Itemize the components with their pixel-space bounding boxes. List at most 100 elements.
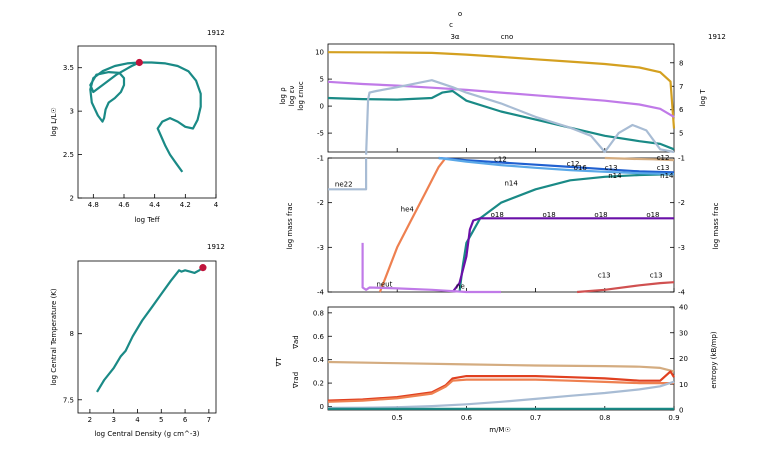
gradients-frame: [327, 306, 675, 411]
hr-ylabel: log L/L☉: [50, 107, 58, 136]
hr-current-point: [135, 58, 143, 67]
gr-xtick-label: 0.9: [668, 414, 679, 422]
ab-line-o16: [438, 156, 675, 174]
st-y2tick-label: 7: [679, 83, 683, 91]
ab-y2tick-label: -1: [678, 155, 685, 163]
gr-xtick-label: 0.8: [599, 414, 610, 422]
structure-ylabel-enu: log εν: [288, 86, 296, 107]
abundance-label-n14: n14: [504, 180, 518, 188]
structure-ylabel-enuc: log εnuc: [297, 81, 305, 111]
ab-y2tick-label: -2: [678, 199, 685, 207]
rt-xtick-label: 7: [207, 416, 211, 424]
abundance-label-o18: o18: [594, 211, 607, 219]
abundance-label-neut: neut: [376, 281, 392, 289]
ab-y2tick-label: -3: [678, 244, 685, 252]
gr-xtick-label: 0.6: [461, 414, 473, 422]
top-letter-o: o: [458, 10, 462, 18]
structure-y2label: log T: [699, 89, 707, 107]
abundance-label-c12: c12: [494, 156, 507, 164]
rt-ytick-label: 8: [70, 330, 74, 338]
ab-line-n14: [458, 173, 675, 293]
hr-xtick-label: 4.8: [88, 201, 99, 209]
abundance-label-c13: c13: [605, 164, 618, 172]
abundance-ylabel: log mass frac: [286, 202, 294, 249]
burn-label-cno: cno: [501, 33, 514, 41]
abundance-label-c13: c13: [657, 164, 670, 172]
abundance-label-c12: c12: [567, 160, 580, 168]
rt-xtick-label: 5: [159, 416, 163, 424]
hr-ytick-label: 2: [70, 195, 74, 203]
rt-xtick-label: 2: [88, 416, 92, 424]
gr-y2tick-label: 20: [679, 355, 688, 363]
hr-xtick-label: 4: [214, 201, 219, 209]
gr-ytick-label: 0.2: [313, 380, 324, 388]
gradients-y2label: entropy (kB/mp): [710, 331, 718, 389]
ab-line-c12: [438, 156, 675, 176]
rho-t-ylabel: log Central Temperature (K): [50, 288, 58, 385]
rt-current-point: [199, 264, 207, 272]
st-line-logRho: [327, 80, 675, 118]
ab-line-mg: [604, 156, 675, 162]
rt-ytick-label: 7.5: [63, 396, 74, 404]
gr-line-grad_T: [327, 378, 674, 403]
hr-xlabel: log Teff: [134, 216, 159, 224]
abundance-label-he4: he4: [401, 206, 415, 214]
gradients-ylabel-gradrad: ∇rad: [292, 372, 300, 389]
abundance-label-ne: ne: [456, 282, 465, 290]
gradients-xlabel: m/M☉: [489, 426, 511, 434]
model-number-rhoT: 1912: [207, 243, 225, 251]
structure-frame: [327, 43, 675, 153]
st-ytick-label: 5: [320, 76, 324, 84]
gr-y2tick-label: 40: [679, 304, 688, 312]
st-y2tick-label: 6: [679, 106, 684, 114]
hr-track-line: [89, 61, 202, 173]
abundance-label-c12: c12: [657, 154, 670, 162]
ab-line-neut: [361, 242, 501, 294]
ab-line-c13: [577, 281, 675, 294]
ab-line-o18: [451, 217, 674, 293]
hr-ytick-label: 3.5: [63, 64, 74, 72]
gradients-ylabel-gradad: ∇ad: [292, 335, 300, 349]
ab-ytick-label: -2: [317, 199, 324, 207]
st-ytick-label: 10: [315, 49, 324, 57]
ab-y2tick-label: -4: [678, 289, 686, 297]
rt-xtick-label: 3: [111, 416, 115, 424]
abundance-label-ne22: ne22: [335, 181, 353, 189]
hr-xtick-label: 4.2: [180, 201, 191, 209]
rt-xtick-label: 4: [135, 416, 140, 424]
structure-panel: -5 0 5 10 5 6 7 8 log ρ log εν log εnuc log T: [279, 43, 707, 155]
abundance-frame: [327, 157, 675, 293]
gr-xtick-label: 0.5: [392, 414, 403, 422]
abundance-label-o18: o18: [491, 211, 504, 219]
st-y2tick-label: 8: [679, 59, 683, 67]
st-ytick-label: 0: [320, 103, 324, 111]
abundance-label-n14: n14: [660, 172, 674, 180]
structure-ylabel-rho: log ρ: [279, 87, 287, 105]
hr-ytick-label: 2.5: [63, 151, 74, 159]
abundance-label-o18: o18: [543, 211, 556, 219]
ab-line-ne22: [328, 158, 368, 191]
gr-y2tick-label: 30: [679, 329, 688, 337]
st-ytick-label: -5: [317, 130, 324, 138]
gr-line-grad_ad: [327, 360, 675, 373]
rho-t-panel: 2 3 4 5 6 7 7.5 8 log Central Density (g cm^-3)…: [50, 260, 217, 438]
ab-ytick-label: -3: [317, 244, 324, 252]
ab-ytick-label: -1: [317, 155, 324, 163]
ab-ytick-label: -4: [317, 289, 325, 297]
top-letter-c: c: [449, 21, 453, 29]
st-y2tick-label: 5: [679, 130, 683, 138]
st-line-logEnuc: [327, 89, 675, 151]
hr-frame: [77, 45, 217, 199]
gr-ytick-label: 0.8: [313, 309, 324, 317]
hr-xtick-label: 4.4: [149, 201, 161, 209]
abundance-label-n14: n14: [608, 172, 622, 180]
abundance-label-c13: c13: [650, 272, 663, 280]
gr-y2tick-label: 0: [679, 407, 683, 415]
hr-ytick-label: 3: [70, 108, 74, 116]
rt-track-line: [96, 266, 204, 393]
rho-t-frame: [77, 260, 217, 414]
burn-label-3a: 3α: [450, 33, 459, 41]
st-line-logEnu: [365, 79, 675, 155]
